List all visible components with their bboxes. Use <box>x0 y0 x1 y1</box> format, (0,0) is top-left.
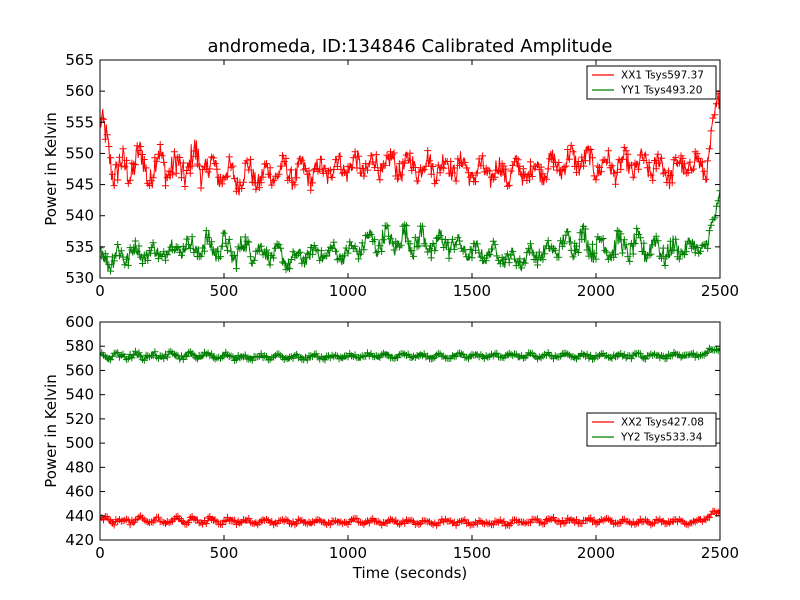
bottom-series-markers <box>100 507 720 530</box>
top-series-xx <box>100 87 720 196</box>
bottom-panel-ylabel: Power in Kelvin <box>42 374 60 488</box>
y-tick-label: 565 <box>65 51 94 69</box>
x-tick-label: 2000 <box>577 544 615 562</box>
top-panel-legend: XX1 Tsys597.37 YY1 Tsys493.20 <box>586 65 717 100</box>
top-panel-marks <box>100 87 720 275</box>
bottom-panel-series-group <box>100 344 720 530</box>
y-tick-label: 545 <box>65 176 94 194</box>
top-panel-frame <box>99 59 721 279</box>
bottom-panel: 0 500 1000 1500 2000 2500 420 440 460 480 500 520 54… <box>42 313 739 582</box>
x-tick-label: 1500 <box>453 544 491 562</box>
y-tick-label: 535 <box>65 238 94 256</box>
x-tick-label: 0 <box>95 282 105 300</box>
top-series-markers <box>100 187 720 275</box>
y-tick-label: 555 <box>65 113 94 131</box>
bottom-panel-legend: XX2 Tsys427.08 YY2 Tsys533.34 <box>586 412 717 447</box>
legend-label-xx2: XX2 Tsys427.08 <box>621 417 704 429</box>
top-series-yy <box>100 187 720 275</box>
top-series-markers <box>100 87 720 195</box>
bottom-panel-xlabel: Time (seconds) <box>352 564 468 582</box>
bottom-series-yy <box>100 344 720 364</box>
legend-label-yy2: YY2 Tsys533.34 <box>620 432 703 444</box>
y-tick-label: 500 <box>65 434 94 452</box>
y-tick-label: 560 <box>65 82 94 100</box>
y-tick-label: 540 <box>65 386 94 404</box>
bottom-series-markers <box>100 344 720 364</box>
x-tick-label: 1500 <box>453 282 491 300</box>
y-tick-label: 560 <box>65 361 94 379</box>
legend-label-xx1: XX1 Tsys597.37 <box>621 70 704 82</box>
top-panel-ylabel: Power in Kelvin <box>42 112 60 226</box>
x-tick-label: 2500 <box>701 282 739 300</box>
x-tick-label: 500 <box>210 544 239 562</box>
y-tick-label: 600 <box>65 313 94 331</box>
x-tick-label: 1000 <box>329 544 367 562</box>
figure-title: andromeda, ID:134846 Calibrated Amplitud… <box>207 36 612 57</box>
legend-label-yy1: YY1 Tsys493.20 <box>620 85 702 97</box>
bottom-panel-frame <box>99 321 721 541</box>
top-panel: 0 500 1000 1500 2000 2500 530 535 540 545 550 555 56… <box>42 51 739 300</box>
x-tick-label: 1000 <box>329 282 367 300</box>
bottom-series-xx <box>100 507 720 530</box>
y-tick-label: 540 <box>65 207 94 225</box>
x-tick-label: 2000 <box>577 282 615 300</box>
y-tick-label: 550 <box>65 144 94 162</box>
y-tick-label: 530 <box>65 269 94 287</box>
y-tick-label: 420 <box>65 531 94 549</box>
y-tick-label: 520 <box>65 410 94 428</box>
x-tick-label: 500 <box>210 282 239 300</box>
y-tick-label: 480 <box>65 458 94 476</box>
top-panel-ticks: 0 500 1000 1500 2000 2500 530 535 540 545 550 555 56… <box>65 51 739 300</box>
y-tick-label: 580 <box>65 337 94 355</box>
top-panel-series-group <box>100 87 720 275</box>
x-tick-label: 2500 <box>701 544 739 562</box>
bottom-panel-marks <box>100 344 720 530</box>
legend-box <box>586 412 717 447</box>
bottom-panel-ticks: 0 500 1000 1500 2000 2500 420 440 460 480 500 520 54… <box>65 313 739 562</box>
x-tick-label: 0 <box>95 544 105 562</box>
legend-box <box>586 65 717 100</box>
y-tick-label: 440 <box>65 507 94 525</box>
y-tick-label: 460 <box>65 483 94 501</box>
